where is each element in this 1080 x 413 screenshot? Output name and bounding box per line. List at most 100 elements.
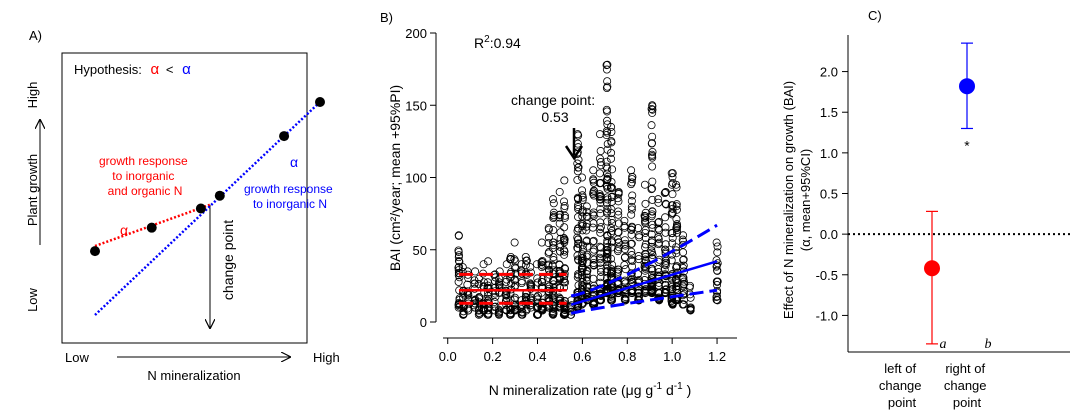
data-point bbox=[494, 308, 503, 317]
panel-c-ytick-label-6: 2.0 bbox=[820, 65, 838, 80]
data-point bbox=[549, 226, 558, 235]
data-point bbox=[603, 184, 612, 193]
data-point bbox=[549, 238, 558, 247]
data-point bbox=[648, 162, 657, 171]
data-point bbox=[679, 256, 688, 265]
data-point bbox=[517, 277, 526, 286]
panel-a-frame bbox=[61, 52, 308, 344]
data-point bbox=[454, 262, 463, 271]
data-point bbox=[667, 280, 676, 289]
panel-b-ylabel: BAI (cm²/year; mean +95%PI) bbox=[387, 85, 403, 271]
data-point bbox=[648, 147, 657, 156]
panel-c-label: C) bbox=[868, 8, 882, 23]
data-point bbox=[526, 280, 535, 289]
panel-b-xlabel-sup-1: -1 bbox=[653, 381, 662, 392]
data-point bbox=[549, 208, 558, 217]
data-point bbox=[603, 116, 612, 125]
data-point bbox=[678, 235, 687, 244]
data-point bbox=[647, 121, 656, 130]
data-point bbox=[502, 291, 511, 300]
data-point bbox=[647, 246, 656, 255]
mean-point bbox=[959, 78, 975, 95]
panel-b-xtick-label-3: 0.6 bbox=[573, 349, 591, 364]
category-right: right of change point bbox=[944, 361, 990, 410]
data-point bbox=[578, 186, 587, 195]
data-point bbox=[526, 268, 535, 277]
data-point bbox=[560, 202, 569, 211]
data-point bbox=[589, 258, 598, 267]
data-point bbox=[647, 150, 656, 159]
data-point bbox=[603, 204, 612, 213]
data-point bbox=[573, 243, 582, 252]
panel-b: B) 0 50 100 150 200 0.0 0.2 0.4 0.6 0.8 1.0 1.2 BA… bbox=[380, 10, 737, 398]
data-point bbox=[517, 278, 526, 287]
data-point bbox=[495, 280, 504, 289]
data-point bbox=[628, 191, 637, 200]
panel-b-x-ticks: 0.0 0.2 0.4 0.6 0.8 1.0 1.2 bbox=[439, 338, 726, 364]
data-point bbox=[589, 236, 598, 245]
data-point bbox=[602, 274, 611, 283]
panel-b-xlabel-mu: μ bbox=[626, 382, 634, 398]
data-point bbox=[549, 309, 558, 318]
panel-b-ytick-label-1: 50 bbox=[413, 243, 427, 258]
data-point bbox=[647, 104, 656, 113]
data-point bbox=[660, 265, 669, 274]
data-point bbox=[549, 199, 558, 208]
data-point bbox=[627, 180, 636, 189]
data-point bbox=[510, 255, 519, 264]
data-point bbox=[678, 275, 687, 284]
data-point bbox=[595, 179, 604, 188]
fit-right-lower bbox=[570, 288, 718, 315]
data-point bbox=[627, 197, 636, 206]
r2-r: R bbox=[474, 35, 484, 51]
data-point bbox=[603, 254, 612, 263]
data-point bbox=[595, 154, 604, 163]
data-point bbox=[458, 263, 467, 272]
data-point bbox=[654, 235, 663, 244]
panel-a-y-high: High bbox=[25, 82, 40, 109]
data-point bbox=[607, 138, 616, 147]
data-point bbox=[560, 176, 569, 185]
data-point bbox=[647, 230, 656, 239]
data-point bbox=[648, 207, 657, 216]
point-column-40 bbox=[685, 281, 695, 315]
data-point bbox=[672, 249, 681, 258]
panel-a-point-0 bbox=[90, 246, 100, 257]
data-point bbox=[582, 273, 591, 282]
change-point-annotation-line-2: 0.53 bbox=[541, 109, 568, 125]
data-point bbox=[678, 273, 687, 282]
data-point bbox=[620, 223, 629, 232]
data-point bbox=[475, 305, 484, 314]
data-point bbox=[713, 296, 722, 305]
data-point bbox=[526, 263, 535, 272]
data-point bbox=[686, 306, 695, 315]
panel-a-point-5 bbox=[315, 97, 325, 107]
data-point bbox=[582, 202, 591, 211]
data-point bbox=[506, 254, 515, 263]
data-point bbox=[574, 239, 583, 248]
data-point bbox=[712, 293, 721, 302]
data-point bbox=[655, 217, 664, 226]
data-point bbox=[603, 237, 612, 246]
data-point bbox=[668, 190, 677, 199]
data-point bbox=[640, 243, 649, 252]
data-point bbox=[583, 242, 592, 251]
data-point bbox=[602, 157, 611, 166]
data-point bbox=[596, 147, 605, 156]
panel-a-x-low: Low bbox=[65, 350, 89, 365]
panel-c: C) -1.0 -0.5 0.0 0.5 1.0 1.5 2.0 Effect of N m… bbox=[781, 8, 1070, 410]
category-left: left of change point bbox=[879, 361, 925, 410]
data-point bbox=[548, 309, 557, 318]
panel-a-x-high: High bbox=[313, 350, 340, 365]
hypothesis-alpha-right: α bbox=[182, 61, 191, 78]
significance-letter: a bbox=[940, 337, 947, 352]
data-point bbox=[607, 177, 616, 186]
panel-c-ytick-label-3: 0.5 bbox=[820, 187, 838, 202]
data-point bbox=[713, 242, 722, 251]
data-point bbox=[672, 183, 681, 192]
panel-a-xlabel: N mineralization bbox=[147, 368, 240, 383]
data-point bbox=[454, 277, 463, 286]
data-point bbox=[661, 245, 670, 254]
data-point bbox=[603, 217, 612, 226]
data-point bbox=[607, 154, 616, 163]
